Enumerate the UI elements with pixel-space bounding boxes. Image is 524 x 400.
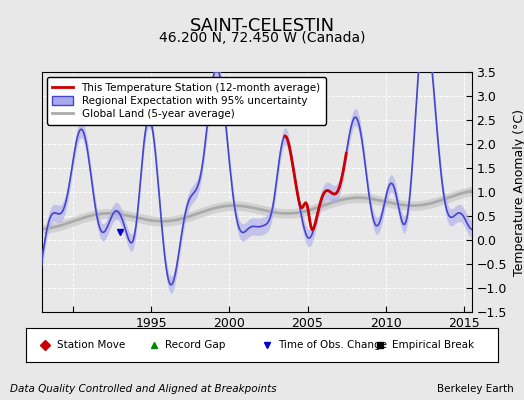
Text: Station Move: Station Move bbox=[57, 340, 125, 350]
Text: Time of Obs. Change: Time of Obs. Change bbox=[279, 340, 388, 350]
Text: Empirical Break: Empirical Break bbox=[391, 340, 474, 350]
Text: Berkeley Earth: Berkeley Earth bbox=[437, 384, 514, 394]
Text: SAINT-CELESTIN: SAINT-CELESTIN bbox=[190, 17, 334, 35]
Text: Record Gap: Record Gap bbox=[166, 340, 226, 350]
Text: Data Quality Controlled and Aligned at Breakpoints: Data Quality Controlled and Aligned at B… bbox=[10, 384, 277, 394]
Y-axis label: Temperature Anomaly (°C): Temperature Anomaly (°C) bbox=[512, 108, 524, 276]
Text: 46.200 N, 72.450 W (Canada): 46.200 N, 72.450 W (Canada) bbox=[159, 31, 365, 45]
Legend: This Temperature Station (12-month average), Regional Expectation with 95% uncer: This Temperature Station (12-month avera… bbox=[47, 77, 326, 124]
